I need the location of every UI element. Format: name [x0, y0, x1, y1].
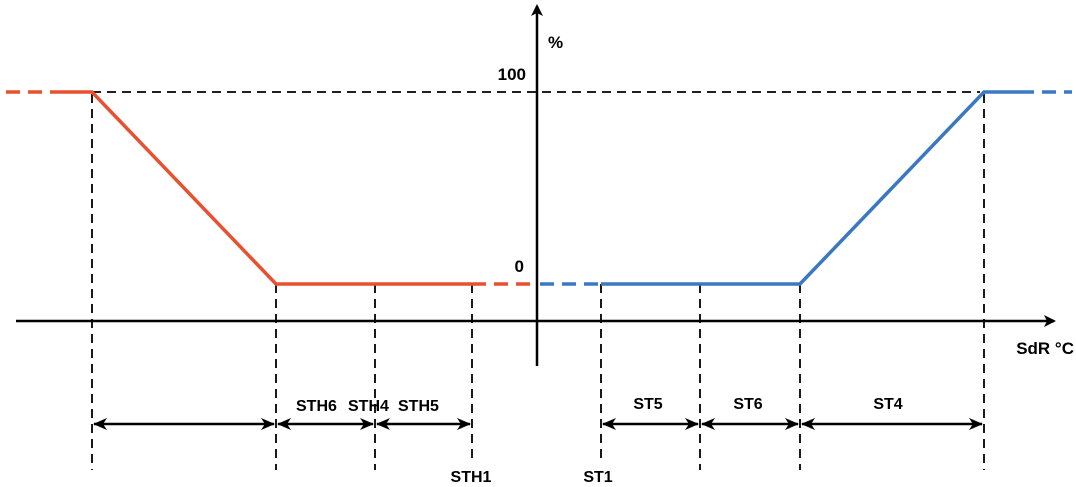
cooling-curve	[540, 90, 1072, 286]
band-label-sth4: STH4	[348, 398, 389, 415]
heating-curve	[6, 90, 538, 286]
heating-solid-segment	[58, 90, 472, 286]
band-label-sth5: STH5	[398, 398, 439, 415]
cooling-solid-segment	[601, 90, 1020, 286]
level-100-label: 100	[498, 65, 526, 84]
level-0-label: 0	[515, 257, 524, 276]
y-axis-unit-label: %	[548, 33, 563, 52]
band-label-st5: ST5	[633, 396, 662, 413]
point-label-st1: ST1	[583, 469, 612, 486]
vertical-guides	[91, 94, 985, 470]
x-axis-unit-label: SdR °C	[1016, 339, 1074, 358]
band-label-sth6: STH6	[296, 398, 337, 415]
band-label-st6: ST6	[733, 396, 762, 413]
point-label-sth1: STH1	[451, 469, 492, 486]
band-label-st4: ST4	[873, 396, 902, 413]
